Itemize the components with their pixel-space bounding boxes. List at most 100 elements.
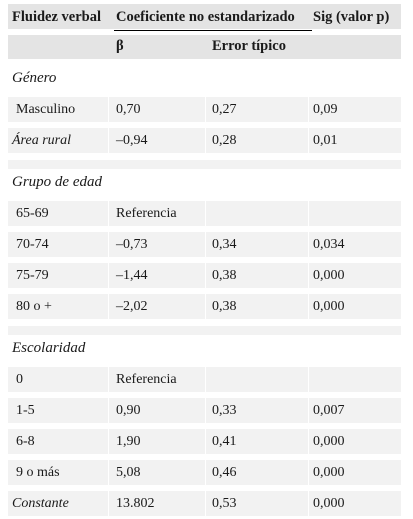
- column-divider: [308, 97, 309, 122]
- column-divider: [108, 201, 109, 226]
- row-label: 0: [16, 372, 23, 387]
- column-divider: [205, 429, 206, 454]
- column-divider: [308, 429, 309, 454]
- sig-cell: 0,000: [313, 268, 345, 283]
- table-row: 80 o + –2,02 0,38 0,000: [8, 294, 401, 319]
- sig-cell: 0,000: [313, 465, 345, 480]
- table-row: 75-79 –1,44 0,38 0,000: [8, 263, 401, 288]
- section-label: Escolaridad: [12, 340, 86, 356]
- sig-cell: 0,000: [313, 299, 345, 314]
- beta-cell: 0,90: [116, 403, 141, 418]
- table-row: 0 Referencia: [8, 367, 401, 392]
- row-label: 9 o más: [16, 465, 60, 480]
- table-row: 70-74 –0,73 0,34 0,034: [8, 232, 401, 257]
- column-divider: [308, 263, 309, 288]
- header-group-underline: [114, 30, 312, 31]
- error-cell: 0,38: [212, 299, 237, 314]
- column-divider: [108, 491, 109, 516]
- column-divider: [108, 128, 109, 153]
- header-row-2: β Error típico: [8, 35, 401, 59]
- beta-cell: Referencia: [116, 372, 177, 387]
- column-divider: [205, 460, 206, 485]
- section-label: Género: [12, 70, 57, 86]
- beta-cell: –0,94: [116, 133, 148, 148]
- table-row: Constante 13.802 0,53 0,000: [8, 491, 401, 516]
- header-sig: Sig (valor p): [313, 9, 390, 25]
- column-divider: [108, 367, 109, 392]
- error-cell: 0,41: [212, 434, 237, 449]
- table-row: 1-5 0,90 0,33 0,007: [8, 398, 401, 423]
- table-row: 9 o más 5,08 0,46 0,000: [8, 460, 401, 485]
- table-row: Área rural –0,94 0,28 0,01: [8, 128, 401, 153]
- row-label: 1-5: [16, 403, 35, 418]
- row-label: Constante: [12, 496, 69, 511]
- column-divider: [308, 232, 309, 257]
- column-divider: [308, 460, 309, 485]
- beta-cell: 0,70: [116, 102, 141, 117]
- column-divider: [205, 97, 206, 122]
- header-beta: β: [116, 38, 124, 54]
- column-divider: [308, 128, 309, 153]
- column-divider: [205, 263, 206, 288]
- column-divider: [308, 491, 309, 516]
- header-error-tipico: Error típico: [212, 38, 286, 54]
- column-divider: [205, 201, 206, 226]
- column-divider: [205, 128, 206, 153]
- row-label: 80 o +: [16, 299, 52, 314]
- column-divider: [205, 367, 206, 392]
- row-spacer: [8, 326, 401, 335]
- sig-cell: 0,007: [313, 403, 345, 418]
- section-header-row: Grupo de edad: [8, 170, 401, 195]
- column-divider: [108, 294, 109, 319]
- error-cell: 0,33: [212, 403, 237, 418]
- column-divider: [108, 398, 109, 423]
- row-label: Masculino: [16, 102, 76, 117]
- row-label: 75-79: [16, 268, 49, 283]
- column-divider: [205, 294, 206, 319]
- error-cell: 0,38: [212, 268, 237, 283]
- row-label: 6-8: [16, 434, 35, 449]
- column-divider: [108, 263, 109, 288]
- row-label: 65-69: [16, 206, 49, 221]
- sig-cell: 0,034: [313, 237, 345, 252]
- column-divider: [108, 232, 109, 257]
- sig-cell: 0,09: [313, 102, 338, 117]
- table-row: Masculino 0,70 0,27 0,09: [8, 97, 401, 122]
- row-spacer: [8, 160, 401, 169]
- sig-cell: 0,01: [313, 133, 338, 148]
- error-cell: 0,46: [212, 465, 237, 480]
- sig-cell: 0,000: [313, 496, 345, 511]
- column-divider: [108, 97, 109, 122]
- column-divider: [308, 367, 309, 392]
- beta-cell: –1,44: [116, 268, 148, 283]
- section-label: Grupo de edad: [12, 174, 102, 190]
- header-coeficiente: Coeficiente no estandarizado: [116, 9, 295, 25]
- error-cell: 0,34: [212, 237, 237, 252]
- column-divider: [205, 491, 206, 516]
- table-row: 65-69 Referencia: [8, 201, 401, 226]
- error-cell: 0,28: [212, 133, 237, 148]
- row-label: 70-74: [16, 237, 49, 252]
- beta-cell: –2,02: [116, 299, 148, 314]
- column-divider: [205, 398, 206, 423]
- beta-cell: 5,08: [116, 465, 141, 480]
- column-divider: [308, 398, 309, 423]
- beta-cell: 13.802: [116, 496, 155, 511]
- column-divider: [108, 429, 109, 454]
- column-divider: [308, 201, 309, 226]
- error-cell: 0,53: [212, 496, 237, 511]
- section-header-row: Escolaridad: [8, 336, 401, 361]
- column-divider: [205, 232, 206, 257]
- error-cell: 0,27: [212, 102, 237, 117]
- column-divider: [108, 460, 109, 485]
- sig-cell: 0,000: [313, 434, 345, 449]
- beta-cell: –0,73: [116, 237, 148, 252]
- column-divider: [308, 294, 309, 319]
- beta-cell: 1,90: [116, 434, 141, 449]
- table-row: 6-8 1,90 0,41 0,000: [8, 429, 401, 454]
- row-label: Área rural: [12, 133, 71, 148]
- section-header-row: Género: [8, 66, 401, 91]
- header-fluidez-verbal: Fluidez verbal: [12, 9, 102, 25]
- header-row-1: Fluidez verbal Coeficiente no estandariz…: [8, 4, 401, 29]
- beta-cell: Referencia: [116, 206, 177, 221]
